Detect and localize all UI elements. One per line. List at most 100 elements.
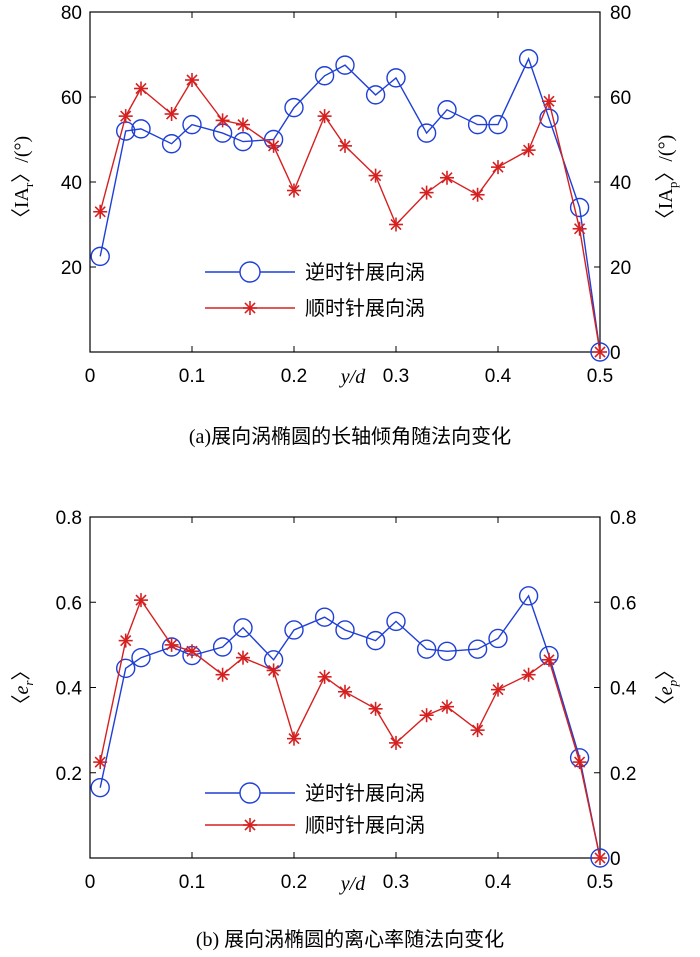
x-tick-label: 0.5: [587, 366, 613, 387]
data-point-circle: [284, 97, 304, 118]
legend-label: 逆时针展向涡: [305, 261, 425, 284]
legend-label: 逆时针展向涡: [305, 782, 425, 805]
series-clockwise: [93, 73, 607, 359]
star-stroke: [573, 223, 586, 235]
star-stroke: [543, 95, 555, 107]
y-tick-label-right: 0.4: [610, 679, 637, 700]
star-stroke: [369, 170, 382, 182]
star-stroke: [165, 108, 178, 120]
star-stroke: [237, 652, 249, 664]
data-point-circle: [182, 114, 202, 135]
data-point-circle: [416, 123, 437, 143]
data-point-star: [317, 109, 332, 124]
y-axis-title-right: 〈ep〉: [655, 660, 680, 715]
star-stroke: [216, 114, 229, 126]
y-axis-title-main: IA: [655, 188, 677, 210]
y-axis-title-open: 〈: [655, 209, 677, 229]
y-tick-label-left: 0.2: [56, 764, 82, 785]
y-tick-label-right: 0.8: [610, 508, 636, 529]
data-point-circle: [284, 620, 304, 640]
data-point-circle: [90, 777, 110, 798]
data-point-circle: [233, 131, 253, 152]
data-point-circle: [365, 85, 386, 105]
star-stroke: [492, 684, 504, 696]
star-stroke: [390, 218, 402, 231]
y-axis-title-left: 〈IAr〉/(°): [11, 136, 36, 228]
data-point-circle: [467, 114, 488, 135]
y-tick-label-right: 0: [610, 849, 621, 870]
star-stroke: [492, 161, 504, 173]
data-point-star: [215, 667, 230, 682]
star-stroke: [94, 756, 106, 768]
data-point-star: [164, 107, 179, 121]
legend-label: 顺时针展向涡: [305, 297, 425, 320]
data-point-circle: [437, 100, 457, 120]
data-point-star: [266, 138, 281, 153]
star-stroke: [244, 302, 256, 314]
x-tick-label: 0: [85, 872, 96, 893]
data-point-star: [243, 818, 257, 832]
data-point-circle: [314, 607, 335, 627]
y-axis-title-main: IA: [11, 187, 33, 209]
data-point-circle: [131, 647, 151, 668]
star-stroke: [543, 654, 555, 666]
star-stroke: [186, 645, 198, 657]
data-point-circle: [590, 342, 610, 362]
x-tick-label: 0.3: [383, 366, 409, 387]
data-point-star: [593, 345, 607, 359]
data-point-star: [118, 633, 133, 648]
data-point-star: [521, 143, 536, 158]
data-point-star: [491, 160, 505, 175]
legend-label: 顺时针展向涡: [305, 814, 425, 837]
data-point-circle: [590, 848, 610, 868]
series-counterclockwise: [90, 586, 610, 868]
data-point-star: [470, 723, 485, 738]
data-point-circle: [314, 66, 335, 86]
x-axis-title: y/d: [339, 873, 366, 895]
data-point-circle: [212, 637, 233, 657]
data-point-star: [243, 301, 257, 315]
y-axis-title-close: 〉/(°): [11, 136, 33, 183]
data-point-circle: [131, 119, 151, 139]
data-point-circle: [233, 618, 253, 638]
data-point-circle: [518, 49, 539, 69]
x-tick-label: 0.5: [587, 872, 613, 893]
data-point-star: [185, 73, 199, 87]
star-stroke: [420, 187, 433, 199]
star-stroke: [522, 144, 535, 156]
y-axis-title-main: e: [11, 685, 33, 694]
data-point-star: [572, 221, 587, 236]
y-axis-title-sub: p: [665, 679, 680, 687]
data-point-star: [185, 644, 199, 659]
data-point-star: [470, 187, 485, 202]
data-point-circle: [115, 658, 136, 679]
data-point-circle: [518, 586, 539, 606]
data-point-star: [236, 117, 250, 132]
star-stroke: [420, 709, 433, 721]
star-stroke: [390, 737, 402, 749]
y-tick-label-left: 0.6: [56, 593, 82, 614]
y-axis-title-open: 〈: [655, 695, 677, 715]
data-point-circle: [488, 628, 508, 649]
y-tick-label-right: 40: [610, 173, 631, 194]
data-point-star: [215, 113, 230, 128]
star-stroke: [267, 140, 280, 152]
star-stroke: [339, 140, 351, 152]
x-tick-label: 0.3: [383, 872, 409, 893]
y-axis-title-open: 〈: [11, 208, 33, 228]
x-tick-label: 0.4: [485, 872, 512, 893]
data-point-star: [593, 851, 607, 865]
star-stroke: [339, 686, 351, 698]
data-point-circle: [335, 620, 355, 640]
data-point-star: [118, 109, 133, 124]
data-point-star: [491, 682, 505, 697]
data-point-circle: [90, 246, 110, 267]
star-stroke: [594, 346, 606, 358]
star-stroke: [120, 110, 132, 122]
star-stroke: [441, 701, 453, 713]
figure-caption: (a)展向涡椭圆的长轴倾角随法向变化: [189, 425, 511, 448]
